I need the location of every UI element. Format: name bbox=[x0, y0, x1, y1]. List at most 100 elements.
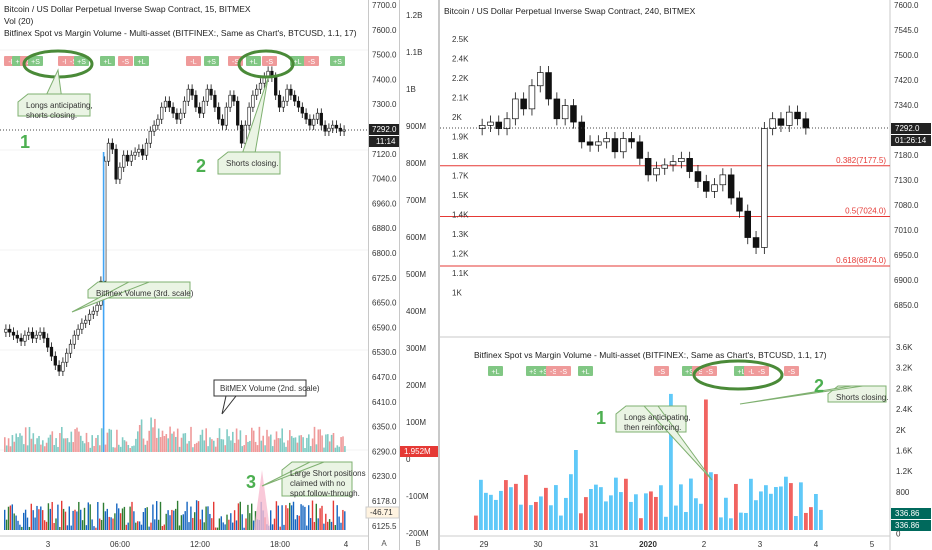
right-indicator-bar bbox=[814, 494, 818, 530]
right-candle-body bbox=[794, 111, 801, 120]
left-volume-bar bbox=[15, 433, 17, 452]
left-volume-bar bbox=[249, 440, 251, 452]
left-volume-bar bbox=[146, 440, 149, 452]
right-indicator-bar bbox=[484, 492, 488, 530]
left-volume-bar bbox=[203, 440, 206, 452]
left-bitfinex-bar bbox=[116, 503, 118, 530]
left-volume-bar bbox=[325, 434, 327, 452]
right-candle-body bbox=[487, 121, 494, 126]
left-marker-label: +S bbox=[77, 59, 86, 66]
left-bitfinex-bar bbox=[45, 521, 48, 530]
left-volume-bar bbox=[4, 437, 6, 452]
left-volume-bar bbox=[114, 447, 116, 452]
right-ind-tick: 0 bbox=[896, 529, 901, 538]
left-volume-bar bbox=[112, 447, 114, 452]
left-bitfinex-bar bbox=[213, 501, 215, 530]
right-chart[interactable]: Bitcoin / US Dollar Perpetual Inverse Sw… bbox=[440, 0, 932, 550]
left-volume-bar bbox=[294, 437, 297, 452]
left-candle-body bbox=[228, 94, 232, 108]
left-bitfinex-bar bbox=[296, 515, 298, 530]
left-marker-bg bbox=[28, 56, 43, 66]
left-volume-bar bbox=[19, 433, 21, 452]
left-volume-bar bbox=[277, 438, 280, 452]
left-candle-body bbox=[304, 112, 308, 120]
left-vol-tick: 100M bbox=[406, 418, 426, 427]
left-candle-body bbox=[137, 148, 141, 153]
left-bitfinex-bar bbox=[171, 509, 173, 530]
left-bitfinex-bar bbox=[315, 503, 317, 530]
right-price-tag: 7292.0 bbox=[895, 124, 920, 133]
left-candle-body bbox=[308, 118, 312, 126]
left-volume-bar bbox=[76, 427, 78, 452]
right-price-tick: 6950.0 bbox=[894, 251, 919, 260]
left-volume-bar bbox=[304, 447, 306, 452]
left-vol-tick: 500M bbox=[406, 270, 426, 279]
right-fib-label: 0.382(7177.5) bbox=[836, 156, 886, 165]
right-ind-tag-2: 336.86 bbox=[895, 521, 920, 530]
left-volume-bar bbox=[300, 435, 302, 452]
left-candle-body bbox=[125, 154, 130, 162]
left-vol-tick: 1B bbox=[406, 85, 416, 94]
left-large-note-text: Large Short positions bbox=[290, 469, 366, 478]
left-bitfinex-bar bbox=[289, 502, 291, 530]
left-candle-body bbox=[91, 310, 95, 315]
left-bitfinex-bar bbox=[59, 526, 61, 530]
left-bitfinex-bar bbox=[330, 521, 333, 530]
left-volume-bar bbox=[218, 428, 221, 452]
left-bitfinex-bar bbox=[110, 517, 112, 530]
right-indicator-bar bbox=[799, 482, 803, 530]
right-candle-body bbox=[536, 72, 544, 87]
left-volume-bar bbox=[154, 418, 156, 452]
left-volume-bar bbox=[340, 437, 342, 452]
left-volume-bar bbox=[51, 431, 54, 452]
left-candle-body bbox=[205, 88, 209, 102]
left-candle-body bbox=[11, 331, 16, 336]
left-bitfinex-bar bbox=[131, 501, 133, 530]
left-candle-body bbox=[118, 166, 122, 180]
left-candle-body bbox=[160, 106, 164, 120]
left-volume-bar bbox=[17, 437, 19, 452]
left-vol-tick: 600M bbox=[406, 233, 426, 242]
right-indicator-bar bbox=[749, 478, 753, 530]
right-indicator-bar bbox=[519, 504, 523, 530]
left-volume-bar bbox=[66, 438, 69, 452]
left-bitfinex-bar bbox=[222, 522, 224, 530]
right-indicator-bar bbox=[719, 517, 723, 530]
right-indicator-bar bbox=[509, 487, 513, 530]
right-candle-body bbox=[711, 184, 718, 192]
left-volume-bar bbox=[127, 444, 130, 452]
left-volume-bar bbox=[11, 435, 14, 452]
right-candle-body bbox=[561, 105, 569, 120]
left-bitfinex-bar bbox=[17, 520, 19, 530]
left-volume-bar bbox=[220, 439, 223, 452]
right-candle-body bbox=[619, 138, 627, 153]
left-candle-body bbox=[277, 94, 282, 108]
left-volume-bar bbox=[108, 428, 111, 452]
left-volume-bar bbox=[21, 435, 23, 452]
left-marker-label: +S bbox=[333, 59, 342, 66]
right-candle-body bbox=[578, 121, 586, 143]
left-vol-label: Vol (20) bbox=[4, 16, 33, 26]
left-volume-bar bbox=[148, 430, 150, 452]
left-bitfinex-bar bbox=[308, 505, 310, 530]
left-volume-bar bbox=[289, 430, 291, 452]
left-bitfinex-bar bbox=[51, 501, 53, 530]
left-marker-label: +L bbox=[104, 59, 112, 66]
left-bitfinex-bar bbox=[192, 517, 194, 530]
left-marker-bg bbox=[330, 56, 345, 66]
left-volume-bar bbox=[270, 434, 272, 452]
right-vol-tick: 1K bbox=[452, 289, 462, 298]
left-volume-bar bbox=[135, 438, 137, 452]
left-bitfinex-bar bbox=[165, 513, 167, 530]
left-volume-bar bbox=[95, 437, 97, 452]
left-volume-bar bbox=[235, 428, 238, 452]
left-vol-tick: 700M bbox=[406, 196, 426, 205]
left-bitfinex-bar bbox=[97, 501, 99, 530]
right-number-1: 1 bbox=[596, 408, 606, 428]
right-ind-tag-bg-1 bbox=[891, 508, 931, 519]
right-candle-body bbox=[636, 141, 644, 159]
right-candle-body bbox=[752, 237, 760, 248]
left-bitfinex-bar bbox=[148, 526, 150, 530]
left-marker-bg bbox=[118, 56, 133, 66]
left-chart[interactable]: Bitcoin / US Dollar Perpetual Inverse Sw… bbox=[0, 0, 376, 550]
